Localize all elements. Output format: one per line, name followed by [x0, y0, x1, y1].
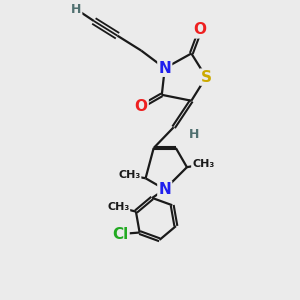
Text: H: H: [189, 128, 200, 141]
Text: H: H: [71, 3, 81, 16]
Text: S: S: [201, 70, 212, 85]
Text: CH₃: CH₃: [118, 170, 140, 180]
Text: N: N: [158, 61, 171, 76]
Text: O: O: [135, 99, 148, 114]
Text: Cl: Cl: [112, 226, 128, 242]
Text: CH₃: CH₃: [192, 159, 214, 169]
Text: N: N: [158, 182, 171, 197]
Text: O: O: [194, 22, 207, 37]
Text: CH₃: CH₃: [107, 202, 129, 212]
